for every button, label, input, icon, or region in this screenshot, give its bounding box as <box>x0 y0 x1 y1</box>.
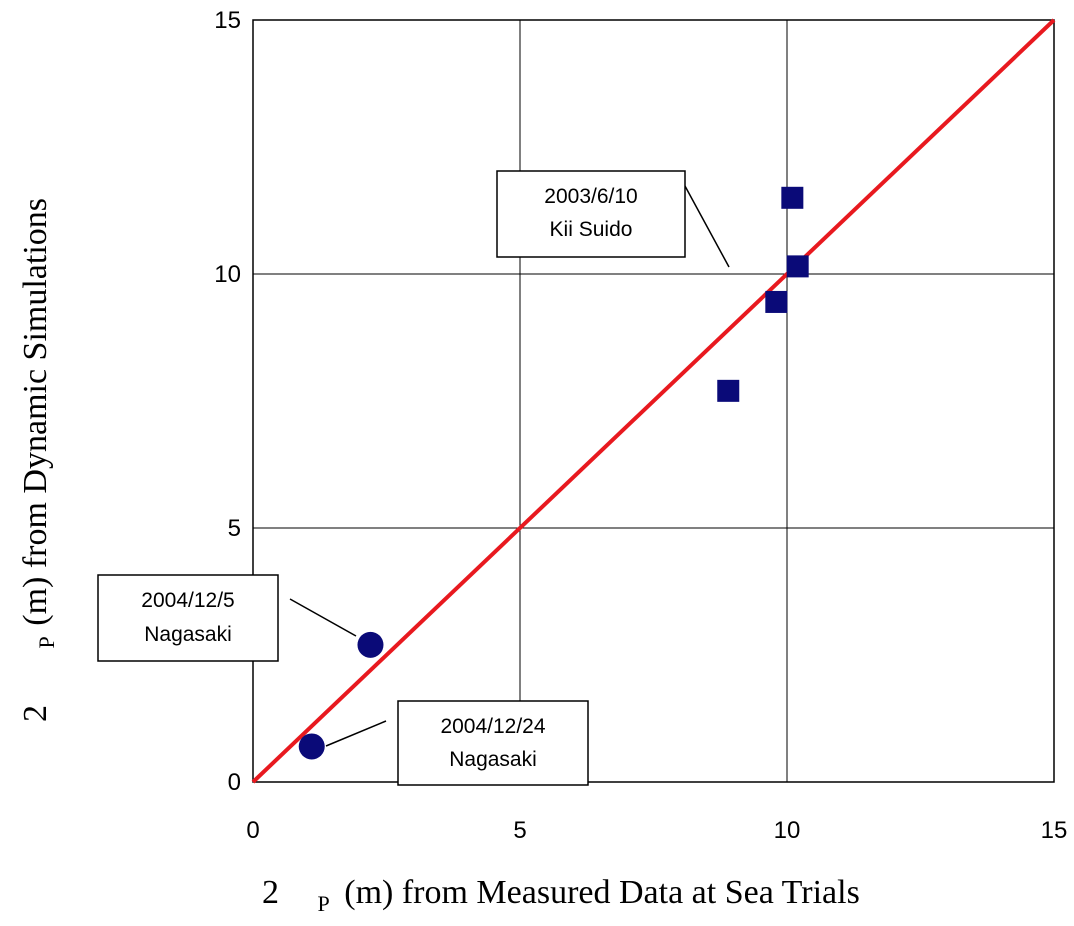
data-point-circle <box>298 733 325 760</box>
annotation-line1: 2003/6/10 <box>544 185 637 208</box>
y-tick-label: 0 <box>228 769 241 796</box>
x-axis-title-prefix: 2 <box>262 874 279 911</box>
annotation-box <box>397 700 589 786</box>
x-axis-title-text: (m) from Measured Data at Sea Trials <box>344 874 860 911</box>
data-point-circle <box>357 631 384 658</box>
x-tick-labels: 0 5 10 15 <box>246 817 1067 844</box>
annotation-line2: Nagasaki <box>144 623 232 646</box>
x-axis-title-subscript: P <box>318 891 330 916</box>
annotation-leader-line <box>325 720 387 747</box>
x-tick-label: 10 <box>774 817 801 844</box>
annotation-2003-6-10: 2003/6/10 Kii Suido <box>496 170 730 268</box>
data-point-square <box>786 255 809 278</box>
y-axis-title: 2 P (m) from Dynamic Simulations <box>17 198 62 722</box>
annotation-box <box>97 574 279 662</box>
annotation-2004-12-5: 2004/12/5 Nagasaki <box>97 574 357 662</box>
data-point-square <box>781 186 804 209</box>
annotation-leader-line <box>684 185 730 268</box>
reference-line <box>251 18 1056 784</box>
annotation-2004-12-24: 2004/12/24 Nagasaki <box>325 700 589 786</box>
annotation-line1: 2004/12/24 <box>440 715 545 738</box>
annotation-leader-line <box>289 598 357 637</box>
y-axis-title-prefix: 2 <box>17 705 54 722</box>
data-point-square <box>717 379 740 402</box>
annotation-box <box>496 170 686 258</box>
y-tick-label: 15 <box>214 7 241 34</box>
plot-area <box>252 19 1055 783</box>
data-points <box>298 186 809 760</box>
y-tick-labels: 0 5 10 15 <box>214 7 241 796</box>
annotation-line1: 2004/12/5 <box>141 589 234 612</box>
data-point-square <box>765 290 788 313</box>
y-tick-label: 5 <box>228 515 241 542</box>
y-axis-title-subscript: P <box>34 636 59 648</box>
x-tick-label: 5 <box>513 817 526 844</box>
y-axis-title-text: (m) from Dynamic Simulations <box>17 198 54 626</box>
y-tick-label: 10 <box>214 261 241 288</box>
x-tick-label: 15 <box>1041 817 1068 844</box>
x-axis-title: 2 P (m) from Measured Data at Sea Trials <box>262 874 860 919</box>
annotation-line2: Nagasaki <box>449 748 537 771</box>
x-tick-label: 0 <box>246 817 259 844</box>
annotation-line2: Kii Suido <box>550 218 633 241</box>
